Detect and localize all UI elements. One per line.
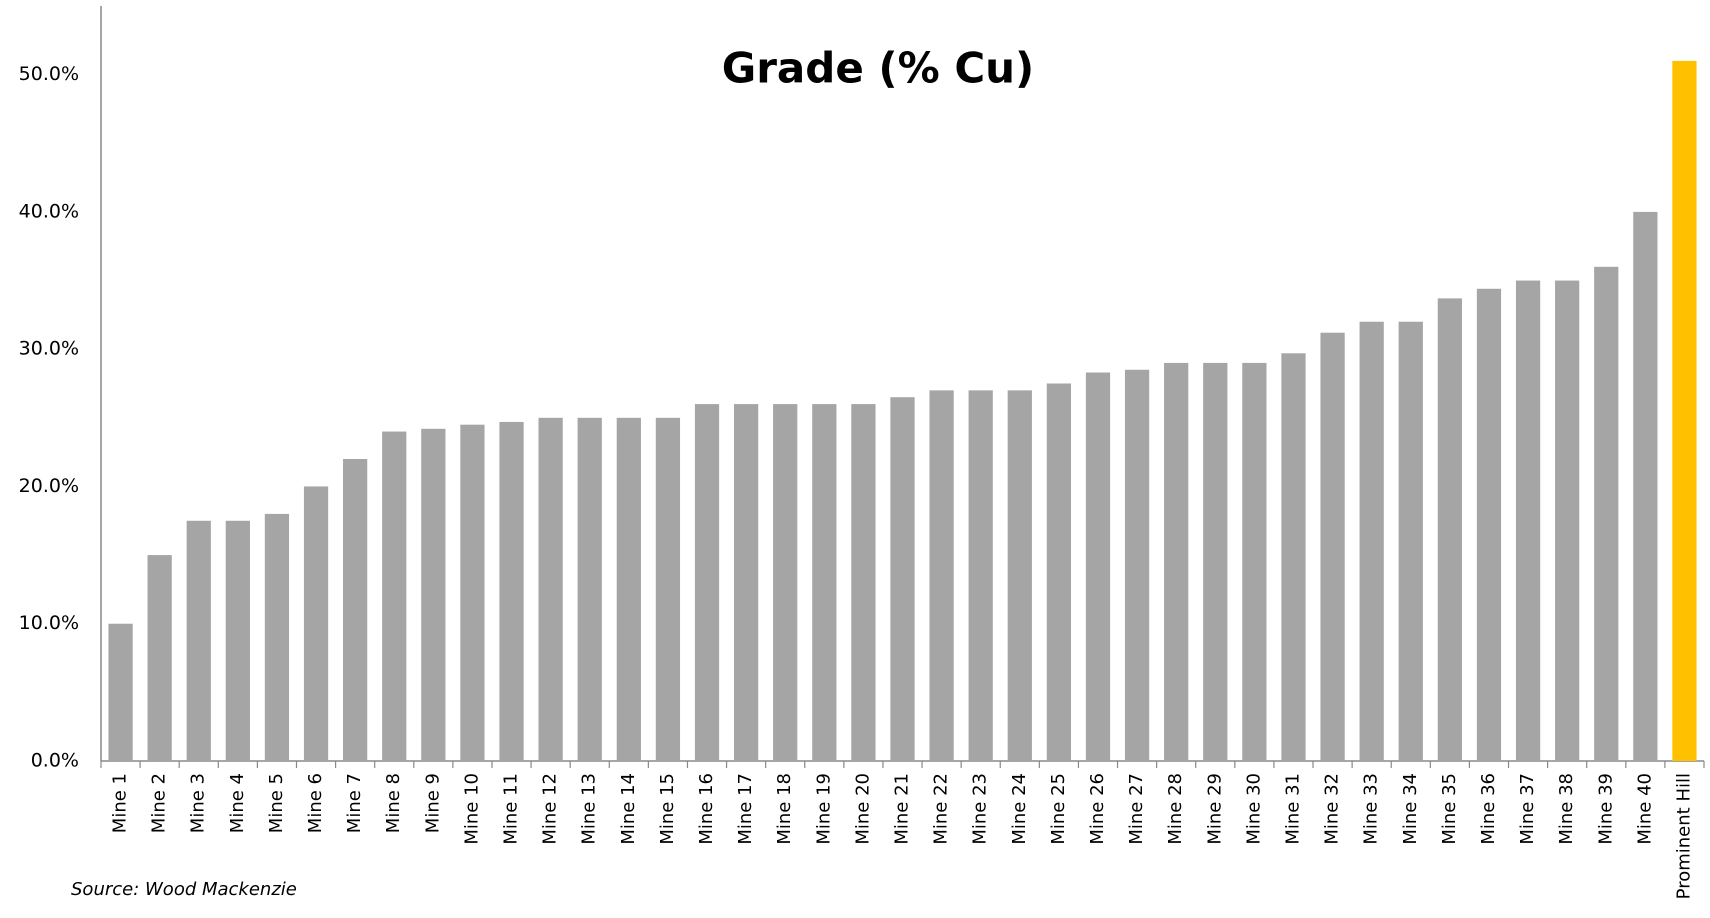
x-tick-label: Mine 6	[305, 773, 326, 833]
y-tick-label: 50.0%	[19, 63, 79, 85]
x-tick-label: Mine 3	[188, 773, 209, 833]
bar	[1594, 266, 1619, 761]
bar	[264, 513, 290, 761]
bar	[694, 404, 720, 761]
bar	[1476, 288, 1502, 761]
bar	[343, 459, 368, 761]
x-tick-label: Mine 11	[501, 773, 522, 845]
bar	[1085, 372, 1111, 761]
bar	[1242, 362, 1267, 761]
x-tick-label: Mine 19	[813, 773, 834, 845]
x-tick-label: Mine 36	[1478, 773, 1499, 845]
y-tick-label: 30.0%	[19, 338, 79, 360]
bar	[1007, 390, 1032, 761]
bar	[225, 520, 250, 761]
x-tick-label: Prominent Hill	[1673, 773, 1694, 899]
x-tick-label: Mine 16	[696, 773, 717, 845]
bar	[421, 428, 446, 761]
bar	[968, 390, 993, 761]
x-tick-label: Mine 1	[110, 773, 131, 833]
x-tick-label: Mine 24	[1009, 773, 1030, 845]
bar	[851, 404, 876, 761]
bar	[1281, 353, 1306, 761]
bar	[1320, 332, 1345, 761]
x-tick-label: Mine 2	[149, 773, 170, 833]
source-note: Source: Wood Mackenzie	[71, 879, 297, 900]
bar	[929, 390, 954, 761]
bar	[1359, 321, 1384, 761]
bar	[1046, 383, 1072, 761]
x-tick-label: Mine 14	[618, 773, 639, 845]
bar	[1164, 362, 1189, 761]
x-tick-label: Mine 28	[1165, 773, 1186, 845]
x-tick-label: Mine 31	[1282, 773, 1303, 845]
bar	[655, 417, 681, 761]
bar	[538, 417, 563, 761]
x-tick-label: Mine 10	[461, 773, 482, 845]
x-tick-label: Mine 21	[892, 773, 913, 845]
bar	[382, 431, 407, 761]
bar	[1515, 280, 1541, 761]
bar	[616, 417, 641, 761]
bar	[1124, 369, 1150, 761]
bar	[147, 555, 172, 761]
x-tick-label: Mine 17	[735, 773, 756, 845]
x-tick-label: Mine 9	[422, 773, 443, 833]
bar	[499, 421, 524, 761]
x-tick-label: Mine 33	[1361, 773, 1382, 845]
x-tick-label: Mine 37	[1517, 773, 1538, 845]
x-tick-label: Mine 20	[852, 773, 873, 845]
bar	[460, 424, 485, 761]
x-tick-label: Mine 23	[970, 773, 991, 845]
bar	[773, 404, 798, 761]
y-tick-label: 20.0%	[19, 475, 79, 497]
bar	[577, 417, 602, 761]
bar	[812, 404, 837, 761]
x-tick-label: Mine 25	[1048, 773, 1069, 845]
x-tick-label: Mine 40	[1634, 773, 1655, 845]
chart-title: Grade (% Cu)	[722, 44, 1035, 93]
x-tick-label: Mine 39	[1595, 773, 1616, 845]
bar	[1437, 298, 1462, 761]
bar	[303, 486, 329, 761]
x-tick-label: Mine 13	[579, 773, 600, 845]
bar	[1203, 362, 1228, 761]
x-tick-label: Mine 7	[344, 773, 365, 833]
bar	[186, 520, 211, 761]
x-tick-label: Mine 18	[774, 773, 795, 845]
x-tick-label: Mine 15	[657, 773, 678, 845]
bar	[108, 623, 133, 761]
bar	[1555, 280, 1580, 761]
x-tick-label: Mine 26	[1087, 773, 1108, 845]
x-tick-label: Mine 4	[227, 773, 248, 833]
bar	[1672, 60, 1697, 761]
x-tick-label: Mine 27	[1126, 773, 1147, 845]
x-tick-label: Mine 34	[1400, 773, 1421, 845]
bar	[1633, 211, 1658, 762]
x-tick-label: Mine 32	[1322, 773, 1343, 845]
x-tick-label: Mine 12	[540, 773, 561, 845]
x-tick-label: Mine 5	[266, 773, 287, 833]
x-tick-label: Mine 30	[1243, 773, 1264, 845]
x-tick-label: Mine 29	[1204, 773, 1225, 845]
y-tick-label: 10.0%	[19, 612, 79, 634]
x-tick-label: Mine 35	[1439, 773, 1460, 845]
x-tick-label: Mine 38	[1556, 773, 1577, 845]
bar	[890, 397, 915, 761]
x-tick-label: Mine 8	[383, 773, 404, 833]
bar	[1398, 321, 1423, 761]
x-tick-label: Mine 22	[931, 773, 952, 845]
bar	[733, 404, 759, 761]
y-tick-label: 0.0%	[31, 750, 79, 772]
y-tick-label: 40.0%	[19, 200, 79, 222]
